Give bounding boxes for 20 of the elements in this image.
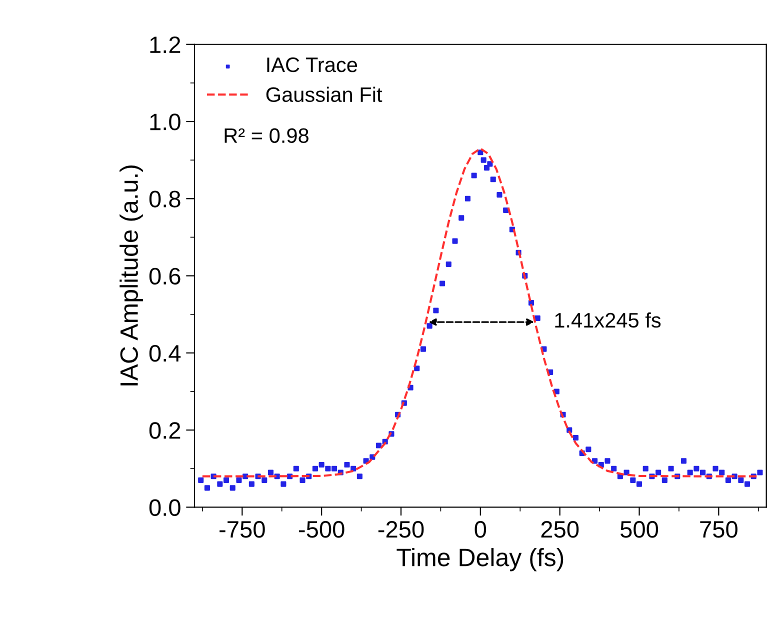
y-tick-label: 1.0: [150, 114, 180, 130]
x-tick-label: 0: [474, 521, 486, 538]
x-tick-label: 500: [620, 521, 658, 538]
x-tick-label: 750: [700, 521, 738, 538]
annotation: R² = 0.98: [224, 128, 308, 143]
y-tick-label: 0.4: [149, 344, 181, 362]
annotation: 1.41x245 fs: [555, 312, 661, 328]
x-tick-label: -750: [220, 521, 265, 538]
x-axis-title: Time Delay (fs): [396, 548, 564, 572]
y-tick-label: 1.2: [150, 36, 180, 53]
legend-label: Gaussian Fit: [266, 86, 382, 102]
y-tick-label: 0.6: [149, 268, 180, 285]
y-tick-label: 0.2: [149, 422, 180, 439]
y-tick-label: 0.0: [149, 499, 180, 516]
x-tick-label: -500: [298, 521, 344, 538]
legend-label: IAC Trace: [267, 57, 358, 72]
x-tick-label: -250: [378, 521, 424, 538]
y-tick-label: 0.8: [149, 190, 180, 208]
x-tick-label: 250: [541, 521, 579, 538]
y-axis-title: IAC Amplitude (a.u.): [120, 165, 143, 386]
